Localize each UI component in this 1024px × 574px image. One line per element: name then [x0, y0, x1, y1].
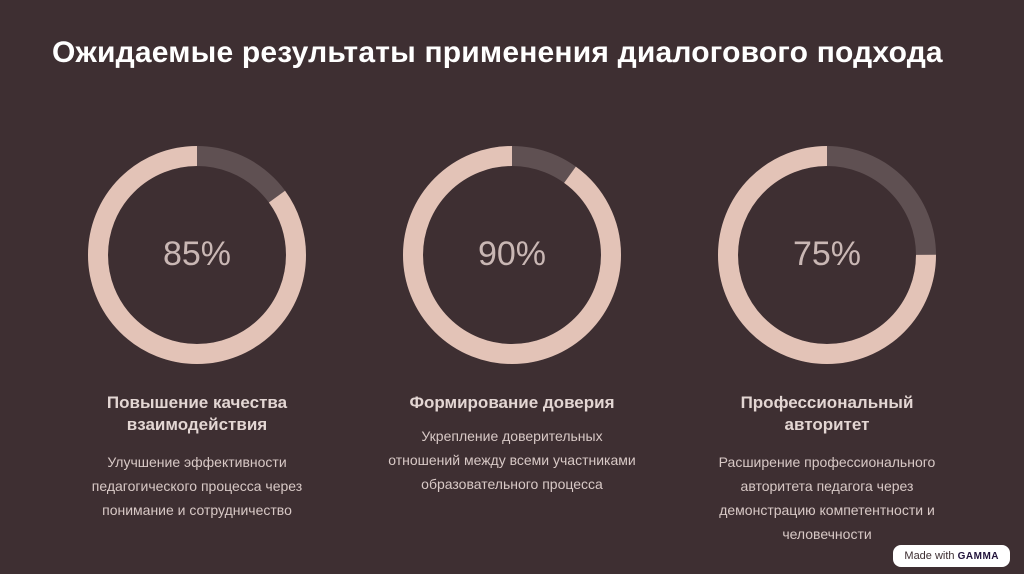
percent-value: 85% [162, 235, 232, 273]
page-title: Ожидаемые результаты применения диалогов… [52, 36, 943, 69]
badge-prefix: Made with [904, 550, 955, 562]
result-card-trust: 90% Формирование доверия Укрепление дове… [382, 140, 642, 496]
card-description: Укрепление доверительных отношений между… [388, 428, 636, 492]
card-heading: Формирование доверия [409, 393, 615, 412]
progress-ring: 90% [397, 140, 627, 370]
progress-ring-graphic [88, 146, 306, 364]
ring-fill [718, 146, 936, 364]
progress-ring: 75% [712, 140, 942, 370]
result-card-authority: 75% Профессиональный авторитет Расширени… [697, 140, 957, 546]
ring-fill [88, 146, 306, 364]
progress-ring-graphic [718, 146, 936, 364]
ring-fill [403, 146, 621, 364]
card-heading: Повышение качества взаимодействия [106, 393, 288, 434]
card-heading: Профессиональный авторитет [740, 393, 914, 434]
percent-value: 90% [477, 235, 547, 273]
result-card-quality: 85% Повышение качества взаимодействия Ул… [67, 140, 327, 522]
progress-ring-graphic [403, 146, 621, 364]
card-description: Улучшение эффективности педагогического … [91, 454, 303, 518]
gamma-logo: GAMMA [957, 551, 999, 562]
progress-ring: 85% [82, 140, 312, 370]
card-description: Расширение профессионального авторитета … [718, 454, 936, 542]
percent-value: 75% [792, 235, 862, 273]
made-with-gamma-badge[interactable]: Made with GAMMA [893, 545, 1010, 567]
